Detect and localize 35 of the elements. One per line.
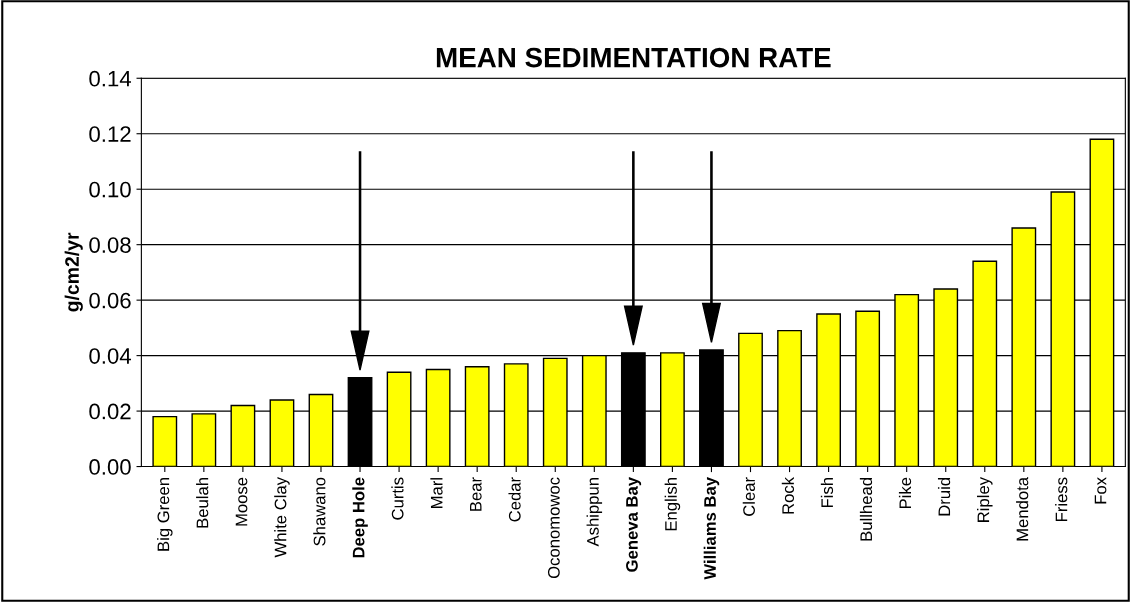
y-tick-label: 0.04 — [89, 348, 132, 364]
y-tick-label: 0.00 — [89, 459, 131, 475]
x-tick-label: Geneva Bay — [626, 477, 642, 572]
y-tick-label: 0.02 — [89, 403, 131, 420]
y-tick-label: 0.12 — [89, 126, 131, 142]
x-tick-label: Rock — [781, 476, 795, 514]
x-tick-label: Big Green — [157, 478, 173, 551]
x-tick-label: Cedar — [508, 477, 521, 522]
x-tick-label: Druid — [937, 478, 951, 516]
x-tick-label: Williams Bay — [703, 477, 720, 580]
x-tick-label: Mendota — [1016, 476, 1029, 541]
x-tick-label: English — [664, 478, 681, 531]
x-tick-label: Clear — [742, 477, 755, 516]
x-tick-label: Shawano — [313, 477, 326, 546]
y-tick-label: 0.08 — [89, 237, 131, 253]
x-tick-label: Ripley — [977, 477, 993, 522]
x-tick-label: Deep Hole — [352, 477, 368, 558]
x-tick-label: Curtis — [391, 477, 404, 520]
x-tick-label: Bear — [470, 477, 482, 511]
x-tick-label: Bullhead — [859, 478, 873, 541]
chart-title: MEAN SEDIMENTATION RATE — [436, 47, 831, 68]
x-tick-label: Moose — [235, 477, 248, 526]
x-tick-label: Marl — [430, 478, 443, 508]
x-tick-label: Ashippun — [586, 478, 603, 547]
x-tick-label: Friess — [1055, 477, 1068, 521]
y-tick-label: 0.10 — [89, 181, 131, 198]
x-tick-label: Fish — [820, 478, 834, 508]
y-tick-label: 0.14 — [89, 70, 132, 87]
y-tick-label: 0.06 — [89, 292, 131, 309]
x-tick-label: Fox — [1094, 477, 1107, 504]
x-tick-label: Pike — [898, 477, 912, 509]
x-tick-label: Beulah — [196, 478, 209, 528]
y-axis-title: g/cm2/yr — [64, 232, 83, 312]
x-tick-label: Oconomowoc — [547, 477, 560, 579]
x-tick-label: White Clay — [274, 477, 290, 558]
